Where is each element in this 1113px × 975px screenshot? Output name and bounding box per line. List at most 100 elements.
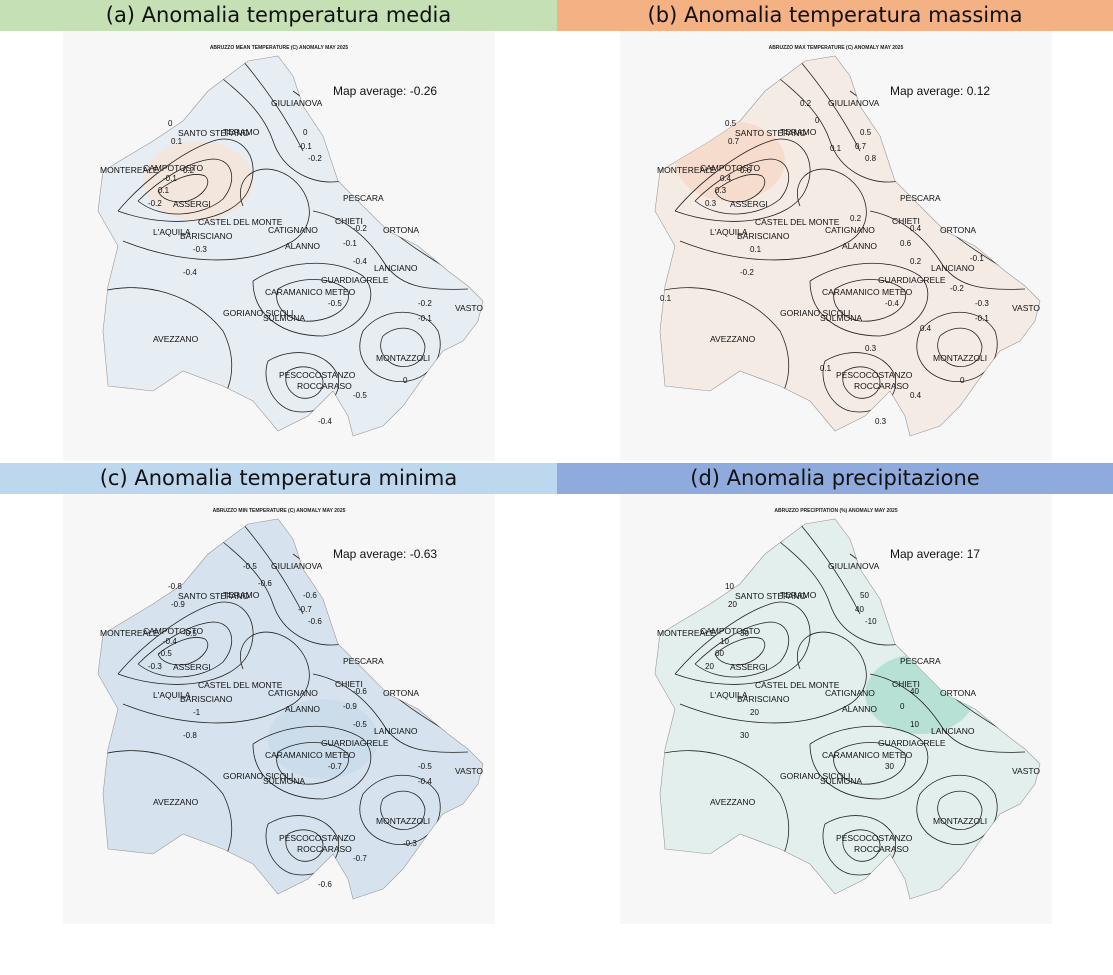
isoline [122, 168, 310, 261]
contour-label: 0.1 [660, 294, 672, 303]
isoline [157, 637, 209, 666]
place-label: LANCIANO [374, 726, 418, 736]
place-label: ORTONA [940, 225, 976, 235]
contour-label: 0.6 [900, 239, 912, 248]
contour-label: -0.5 [243, 562, 257, 571]
place-label: CARAMANICO METEO [822, 287, 913, 297]
panel-c-header: (c) Anomalia temperatura minima [0, 463, 557, 494]
contour-label: 0 [303, 128, 308, 137]
place-label: CARAMANICO METEO [822, 750, 913, 760]
place-label: PESCOCOSTANZO [836, 833, 913, 843]
place-label: MONTEREALE [100, 628, 159, 638]
map-panel-max-temperature: 0.5 0.7 0.6 0.4 0.3 0.3 0.5 0.7 0.8 0.6 0.4 0.2 0.1 -… [620, 31, 1052, 461]
contour-label: 0.2 [800, 99, 812, 108]
contour-label: -0.6 [318, 880, 332, 889]
contour-label: -0.8 [183, 731, 197, 740]
place-label: BARISCIANO [737, 231, 790, 241]
place-label: TERAMO [780, 590, 817, 600]
contour-label: -0.1 [970, 254, 984, 263]
isoline [937, 327, 983, 367]
place-label: CAMPOTOSTO [143, 163, 204, 173]
contour-label: -0.2 [148, 199, 162, 208]
place-label: SANTO STEFANO [178, 591, 250, 601]
isoline [674, 138, 811, 222]
contour-label: -0.4 [318, 417, 332, 426]
contour-label: -0.4 [163, 637, 177, 646]
isoline [212, 533, 344, 646]
place-label: BARISCIANO [737, 694, 790, 704]
place-label: ORTONA [383, 225, 419, 235]
place-label: MONTAZZOLI [933, 353, 987, 363]
contour-label: -0.7 [298, 605, 312, 614]
place-label: CAMPOTOSTO [143, 626, 204, 636]
contour-label: 0.3 [715, 186, 727, 195]
place-label: PESCOCOSTANZO [836, 370, 913, 380]
place-label: MONTAZZOLI [933, 816, 987, 826]
isoline [679, 631, 867, 724]
contour-label: -0.9 [343, 702, 357, 711]
place-label: CATIGNANO [268, 688, 318, 698]
place-label: TERAMO [780, 127, 817, 137]
place-label: CARAMANICO METEO [265, 750, 356, 760]
place-label: GUARDIAGRELE [321, 738, 389, 748]
place-label: ASSERGI [173, 199, 211, 209]
place-label: GORIANO SICOLI [223, 771, 293, 781]
place-label: CATIGNANO [825, 688, 875, 698]
contour-label: 60 [715, 649, 724, 658]
contour-label: 20 [750, 708, 759, 717]
contour-label: 10 [910, 720, 919, 729]
place-label: CAMPOTOSTO [700, 626, 761, 636]
map-average: Map average: 0.12 [890, 84, 991, 98]
contour-label: -0.5 [158, 649, 172, 658]
contour-label: -1 [193, 708, 201, 717]
isoline [869, 210, 1026, 290]
isoline [242, 60, 304, 152]
isoline [799, 60, 861, 152]
place-label: SANTO STEFANO [735, 591, 807, 601]
contour-label: -0.6 [303, 591, 317, 600]
contour-label: -0.6 [308, 617, 322, 626]
isoline [212, 70, 344, 183]
isoline [659, 287, 790, 412]
isoline [869, 673, 1026, 753]
place-label: BARISCIANO [180, 694, 233, 704]
map-title: ABRUZZO MAX TEMPERATURE (C) ANOMALY MAY … [768, 45, 904, 51]
contour-label: 0.8 [865, 154, 877, 163]
isoline [252, 725, 372, 800]
map-svg: -0.8-0.9-0.5-0.4-0.3-0.5-0.6-0.7-0.6-0.9… [97, 518, 483, 900]
contour-label: 0.1 [158, 186, 170, 195]
map-panel-mean-temperature: 0 0.1 0.2 -0.1 -0.2 0.1 0 -0.1 -0.2 -0.1 -0.2 -0.4 -… [63, 31, 495, 461]
isoline [242, 523, 304, 615]
contour-label: -0.4 [418, 777, 432, 786]
place-label: PESCARA [343, 656, 384, 666]
place-label: ASSERGI [730, 662, 768, 672]
contour-label: 0.4 [910, 391, 922, 400]
map-average: Map average: 17 [890, 547, 981, 561]
place-label: ROCCARASO [854, 844, 909, 854]
isoline [102, 750, 233, 875]
contour-label: 0.2 [910, 257, 922, 266]
contour-label: -0.4 [183, 268, 197, 277]
place-label: VASTO [455, 766, 483, 776]
place-label: TERAMO [223, 590, 260, 600]
contour-label: -0.3 [193, 245, 207, 254]
contour-label: -0.5 [353, 720, 367, 729]
place-label: MONTAZZOLI [376, 816, 430, 826]
place-label: PESCARA [900, 193, 941, 203]
map-average: Map average: -0.26 [333, 84, 438, 98]
contour-label: 30 [885, 762, 894, 771]
place-label: L'AQUILA [710, 227, 748, 237]
contour-label: -0.3 [975, 299, 989, 308]
map-svg: 0.5 0.7 0.6 0.4 0.3 0.3 0.5 0.7 0.8 0.6 0.4 0.2 0.1 -… [654, 55, 1040, 437]
map-average: Map average: -0.63 [333, 547, 438, 561]
place-label: VASTO [1012, 303, 1040, 313]
contour-label: -0.5 [418, 762, 432, 771]
contour-label: 50 [860, 591, 869, 600]
isoline [285, 829, 324, 862]
contour-label: 10 [725, 582, 734, 591]
isoline [714, 637, 766, 666]
isoline [714, 174, 766, 203]
contour-label: 0.3 [705, 199, 717, 208]
contour-label: -0.2 [353, 224, 367, 233]
place-label: CASTEL DEL MONTE [198, 680, 283, 690]
